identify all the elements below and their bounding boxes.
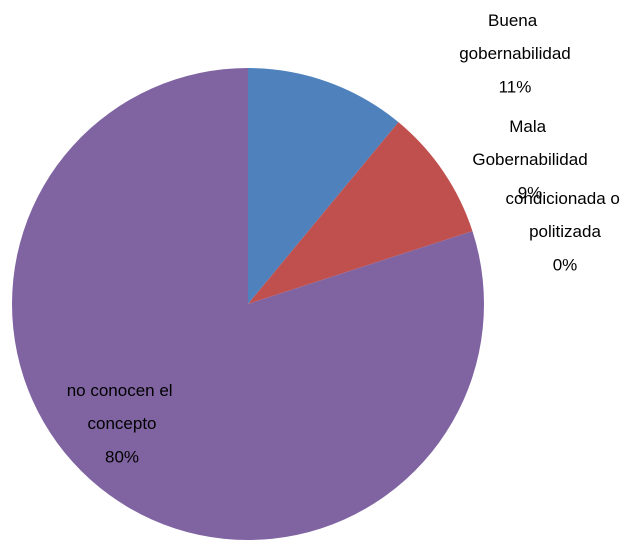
- category-label: Mala Gobernabilidad: [472, 117, 587, 169]
- label-line: gobernabilidad: [459, 44, 571, 63]
- value-label: 80%: [105, 447, 139, 466]
- pie-slice: [12, 68, 485, 540]
- label-line: Buena: [488, 11, 542, 30]
- category-label: Buena gobernabilidad: [459, 11, 571, 63]
- pie-slice: [248, 68, 399, 304]
- value-label: 0%: [553, 255, 578, 274]
- value-label: 9%: [518, 183, 543, 202]
- value-label: 11%: [499, 77, 532, 96]
- label-line: Gobernabilidad: [472, 150, 587, 169]
- label-line: no conocen el: [67, 381, 178, 400]
- label-line: politizada: [529, 222, 601, 241]
- label-line: condicionada o: [505, 189, 624, 208]
- label-line: concepto: [88, 414, 157, 433]
- label-line: Mala: [509, 117, 551, 136]
- category-label: no conocen el concepto: [67, 381, 178, 433]
- category-label: condicionada o politizada: [505, 189, 624, 241]
- pie-slice: [248, 122, 473, 304]
